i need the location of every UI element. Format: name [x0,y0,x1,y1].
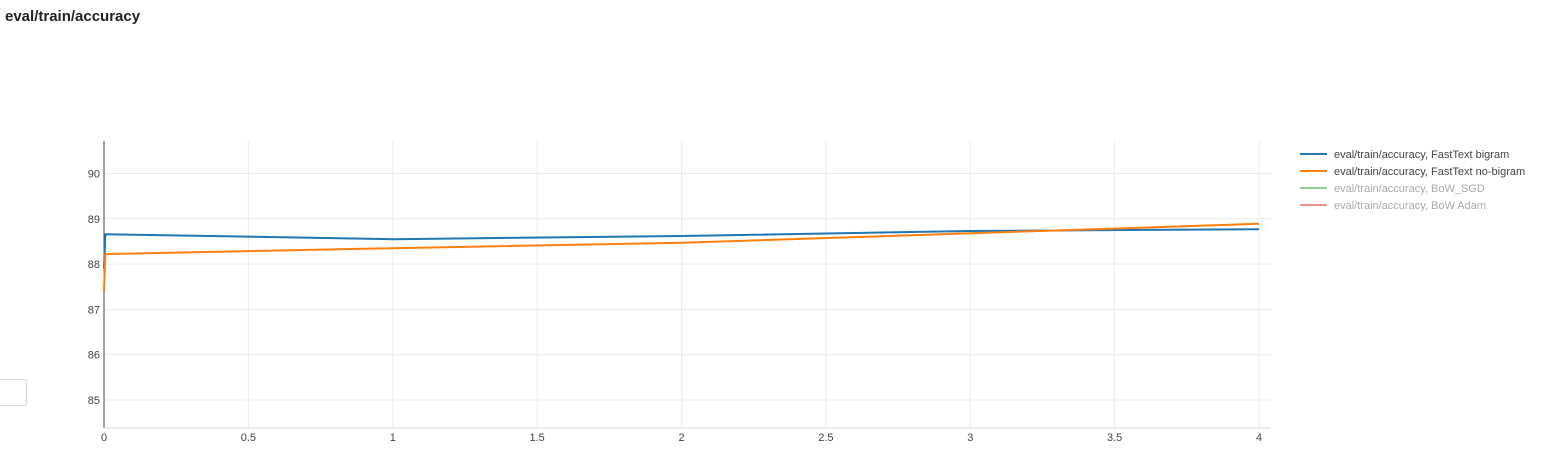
series-line-0[interactable] [103,228,1260,269]
legend-item-2[interactable]: eval/train/accuracy, BoW_SGD [1334,183,1485,195]
x-tick-label: 1 [390,432,396,444]
legend-item-3[interactable]: eval/train/accuracy, BoW Adam [1334,200,1486,212]
y-tick-label: 85 [88,395,100,407]
side-toggle-box[interactable] [0,379,27,406]
x-tick-label: 0.5 [241,432,256,444]
y-tick-label: 87 [88,304,100,316]
page-title: eval/train/accuracy [5,8,141,25]
legend-item-1[interactable]: eval/train/accuracy, FastText no-bigram [1334,166,1525,178]
legend-item-0[interactable]: eval/train/accuracy, FastText bigram [1334,149,1509,161]
x-tick-label: 1.5 [529,432,544,444]
x-tick-label: 3 [967,432,973,444]
series-line-1[interactable] [103,222,1260,292]
x-tick-label: 2.5 [818,432,833,444]
y-tick-label: 89 [88,214,100,226]
x-tick-label: 0 [101,432,107,444]
x-tick-label: 2 [678,432,684,444]
x-tick-label: 3.5 [1107,432,1122,444]
y-tick-label: 90 [88,169,100,181]
x-tick-label: 4 [1256,432,1262,444]
y-tick-label: 86 [88,350,100,362]
y-tick-label: 88 [88,259,100,271]
